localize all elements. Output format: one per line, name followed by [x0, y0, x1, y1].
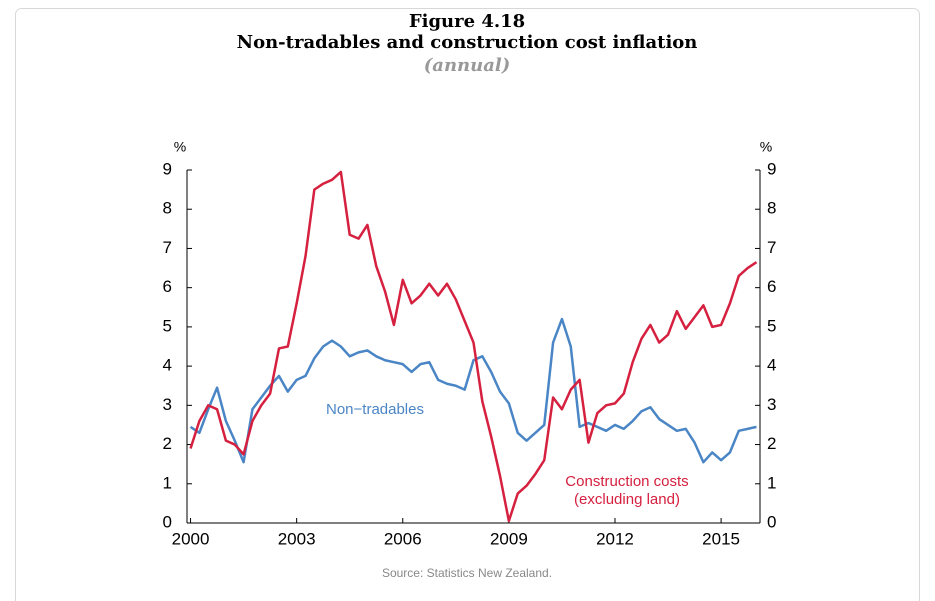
x-tick-label: 2015: [702, 529, 740, 548]
y-tick-label: 6: [163, 277, 172, 296]
y-tick-label: 0: [163, 512, 172, 531]
y2-tick-label: 7: [767, 238, 776, 257]
y-tick-label: 4: [163, 356, 172, 375]
y-tick-label: 7: [163, 238, 172, 257]
source: Source: Statistics New Zealand.: [382, 566, 552, 580]
annotation: Construction costs: [565, 473, 688, 490]
chart-subtitle: Non-tradables and construction cost infl…: [237, 32, 698, 53]
y2-tick-label: 4: [767, 356, 776, 375]
y2-tick-label: 9: [767, 159, 776, 178]
y-tick-label: 2: [163, 434, 172, 453]
card: [15, 8, 920, 601]
chart-title: Figure 4.18: [409, 11, 525, 32]
series-line: [189, 170, 758, 523]
y-tick-label: 9: [163, 159, 172, 178]
annotation: Non−tradables: [326, 401, 424, 418]
y2-tick-label: 8: [767, 199, 776, 218]
y2-tick-label: 5: [767, 316, 776, 335]
y-tick-label: 3: [163, 395, 172, 414]
series-line: [189, 317, 757, 464]
y2-tick-label: 3: [767, 395, 776, 414]
y2-tick-label: 0: [767, 512, 776, 531]
y-tick-label: 1: [163, 473, 172, 492]
y-tick-label: 8: [163, 199, 172, 218]
x-tick-label: 2006: [384, 529, 422, 548]
y-axis-label: %: [174, 139, 186, 155]
y2-tick-label: 1: [767, 473, 776, 492]
y2-tick-label: 6: [767, 277, 776, 296]
x-tick-label: 2000: [172, 529, 210, 548]
y-tick-label: 5: [163, 316, 172, 335]
y2-axis-label: %: [760, 139, 772, 155]
y2-tick-label: 2: [767, 434, 776, 453]
x-tick-label: 2012: [596, 529, 634, 548]
x-tick-label: 2009: [490, 529, 528, 548]
annotation: (excluding land): [574, 491, 680, 508]
chart-note: (annual): [424, 55, 510, 76]
x-tick-label: 2003: [278, 529, 316, 548]
